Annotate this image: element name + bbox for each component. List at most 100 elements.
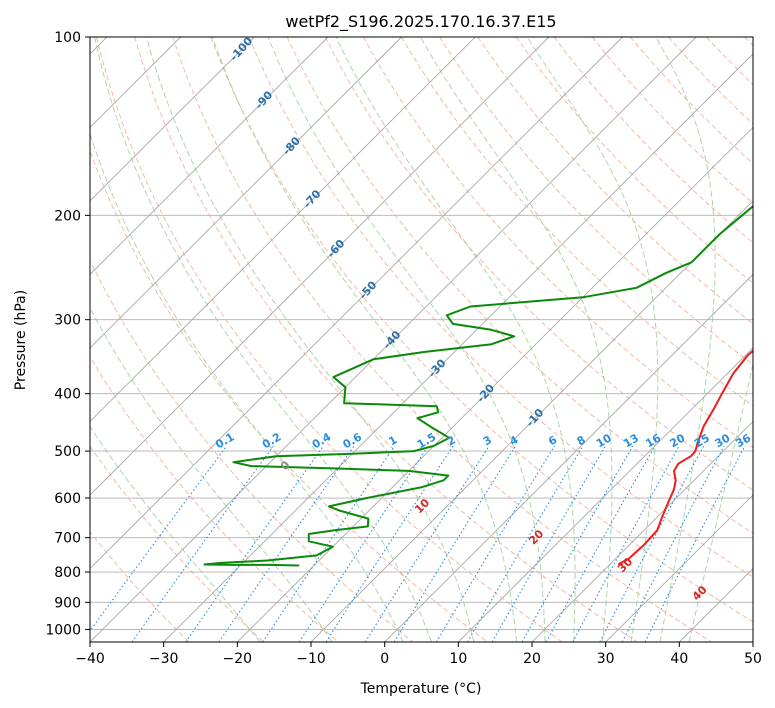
moist-adiabat-line <box>94 37 432 642</box>
dry-adiabat-line <box>515 37 753 284</box>
dry-adiabat-line <box>248 37 753 578</box>
y-tick-label: 500 <box>54 444 81 460</box>
skew-isotherm-line <box>679 567 753 642</box>
mixing-ratio-line <box>185 445 324 642</box>
y-tick-label: 900 <box>54 595 81 611</box>
dewpoint-line <box>203 204 753 567</box>
skew-isotherm-line <box>163 53 753 642</box>
mixing-ratio-line <box>131 445 274 642</box>
y-axis-ticks: 100 200 300 400 500 600 700 800 900 1000 <box>45 30 90 638</box>
isotherm-labels: -100-90-80-70-60-50-40-30-20-10 <box>227 34 546 430</box>
dry-adiabat-line <box>553 37 753 244</box>
skew-isotherm-line <box>384 273 753 642</box>
mixing-ratio-line <box>435 445 555 642</box>
mixing-ratio-line <box>325 445 454 642</box>
x-tick-label: −10 <box>296 651 326 667</box>
dry-adiabat-line <box>134 37 638 642</box>
y-axis-label: Pressure (hPa) <box>13 290 29 390</box>
mixing-ratio-label: 1 <box>386 433 399 448</box>
moist-adiabat-line <box>90 306 333 642</box>
moist-adiabat-line <box>688 361 753 642</box>
dry-adiabat-line <box>90 355 339 642</box>
plot-area: -100-90-80-70-60-50-40-30-20-10 0.1 0.2 0.… <box>90 34 753 642</box>
dry-adiabat-line <box>668 37 753 125</box>
skew-isotherm-line <box>90 37 697 642</box>
skew-isotherm-line <box>90 37 402 349</box>
mixing-ratio-line <box>393 445 517 642</box>
mixing-ratio-lines <box>90 445 746 642</box>
mixing-ratio-label: 16 <box>643 431 663 450</box>
dry-adiabat-line <box>96 37 563 642</box>
chart-title: wetPf2_S196.2025.170.16.37.E15 <box>285 12 556 32</box>
mixing-ratio-labels: 0.1 0.2 0.4 0.6 1 1.5 2 3 4 6 8 10 13 16 20 25 30 36 <box>213 430 753 451</box>
x-tick-label: 40 <box>670 651 688 667</box>
plot-frame <box>89 36 754 643</box>
moist-adiabat-line <box>90 132 404 642</box>
mixing-ratio-line <box>90 445 228 632</box>
sounding-series <box>203 204 753 567</box>
dry-adiabat-line <box>362 37 753 449</box>
skew-isotherm-line <box>90 37 623 570</box>
mixing-ratio-label: 36 <box>733 431 753 450</box>
y-tick-label: 200 <box>54 208 81 224</box>
mixing-ratio-line <box>364 445 490 642</box>
moist-adiabat-label: 20 <box>526 527 546 547</box>
dry-adiabat-line <box>477 37 753 325</box>
dry-adiabat-line <box>629 37 753 165</box>
moist-adiabat-line <box>420 37 613 642</box>
moist-adiabats <box>90 37 753 642</box>
mixing-ratio-label: 4 <box>507 433 520 448</box>
mixing-ratio-line <box>521 445 634 642</box>
skew-isotherm-line <box>237 126 753 642</box>
dry-adiabat-line <box>706 37 753 86</box>
x-tick-label: 0 <box>380 651 389 667</box>
moist-adiabat-label: 40 <box>690 583 710 603</box>
skew-isotherm-line <box>310 200 753 642</box>
x-axis-ticks: −40 −30 −20 −10 0 10 20 30 40 50 <box>75 642 762 667</box>
x-axis-label: Temperature (°C) <box>360 681 482 697</box>
dry-adiabat-line <box>324 37 753 491</box>
mixing-ratio-label: 0.1 <box>213 430 236 451</box>
moist-adiabat-label: 10 <box>412 496 432 516</box>
x-tick-label: −20 <box>223 651 253 667</box>
dry-adiabat-line <box>90 259 414 642</box>
dry-adiabat-line <box>210 37 753 623</box>
y-tick-label: 100 <box>54 30 81 46</box>
mixing-ratio-line <box>298 445 429 642</box>
isotherm-label: -100 <box>227 34 255 63</box>
y-tick-label: 600 <box>54 491 81 507</box>
x-tick-label: 30 <box>597 651 615 667</box>
mixing-ratio-line <box>218 445 355 642</box>
mixing-ratio-line <box>644 445 746 642</box>
moist-adiabat-line <box>90 425 261 642</box>
mixing-ratio-line <box>262 445 396 642</box>
skew-isotherm-line <box>752 641 753 642</box>
mixing-ratio-label: 3 <box>481 433 494 448</box>
moist-adiabat-line <box>267 37 546 642</box>
mixing-ratio-label: 30 <box>713 431 733 450</box>
x-tick-label: −30 <box>149 651 179 667</box>
dry-adiabat-line <box>401 37 753 407</box>
y-tick-label: 1000 <box>45 622 81 638</box>
mixing-ratio-line <box>621 445 725 642</box>
moist-adiabat-line <box>212 37 517 642</box>
mixing-ratio-line <box>467 445 584 642</box>
x-tick-label: 10 <box>449 651 467 667</box>
moist-adiabat-line <box>146 37 475 642</box>
y-tick-label: 300 <box>54 313 81 329</box>
dry-adiabat-line <box>90 149 488 642</box>
skew-isotherm-line <box>90 37 476 423</box>
mixing-ratio-label: 1.5 <box>415 430 438 451</box>
mixing-ratio-label: 0.4 <box>310 430 334 451</box>
moist-adiabat-line <box>655 37 716 642</box>
pressure-gridlines <box>90 37 753 630</box>
moist-adiabat-label: 0 <box>278 458 293 473</box>
mixing-ratio-line <box>599 445 705 642</box>
skew-isotherm-line <box>531 420 753 642</box>
dry-adiabat-line <box>744 37 753 47</box>
moist-adiabat-line <box>335 37 576 642</box>
mixing-ratio-label: 25 <box>692 431 712 450</box>
x-tick-label: 20 <box>523 651 541 667</box>
skew-isotherms <box>90 37 753 642</box>
